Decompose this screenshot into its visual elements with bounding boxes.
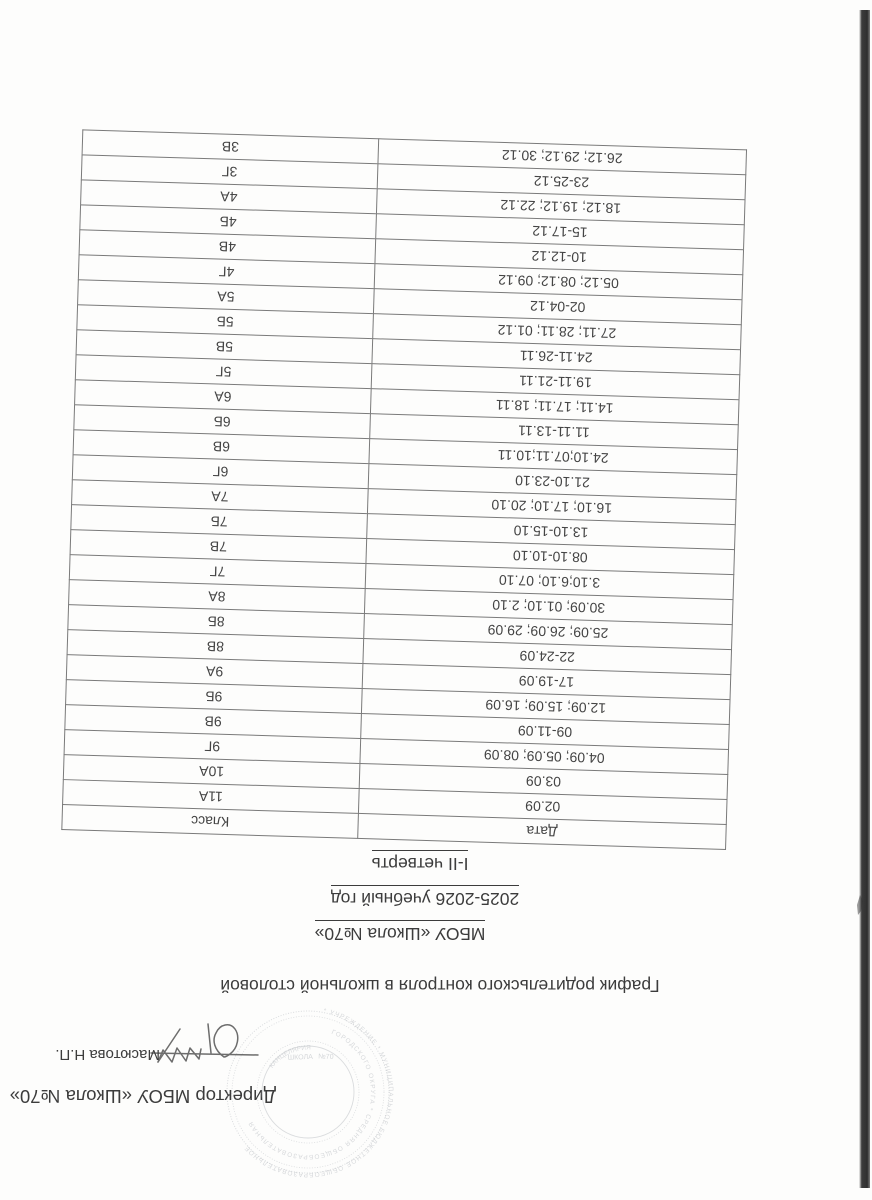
svg-text:КАНЦЕЛЯРИЯ: КАНЦЕЛЯРИЯ	[268, 1044, 311, 1069]
svg-text:№70: №70	[318, 1053, 334, 1061]
svg-text:ШКОЛА: ШКОЛА	[288, 1054, 314, 1062]
